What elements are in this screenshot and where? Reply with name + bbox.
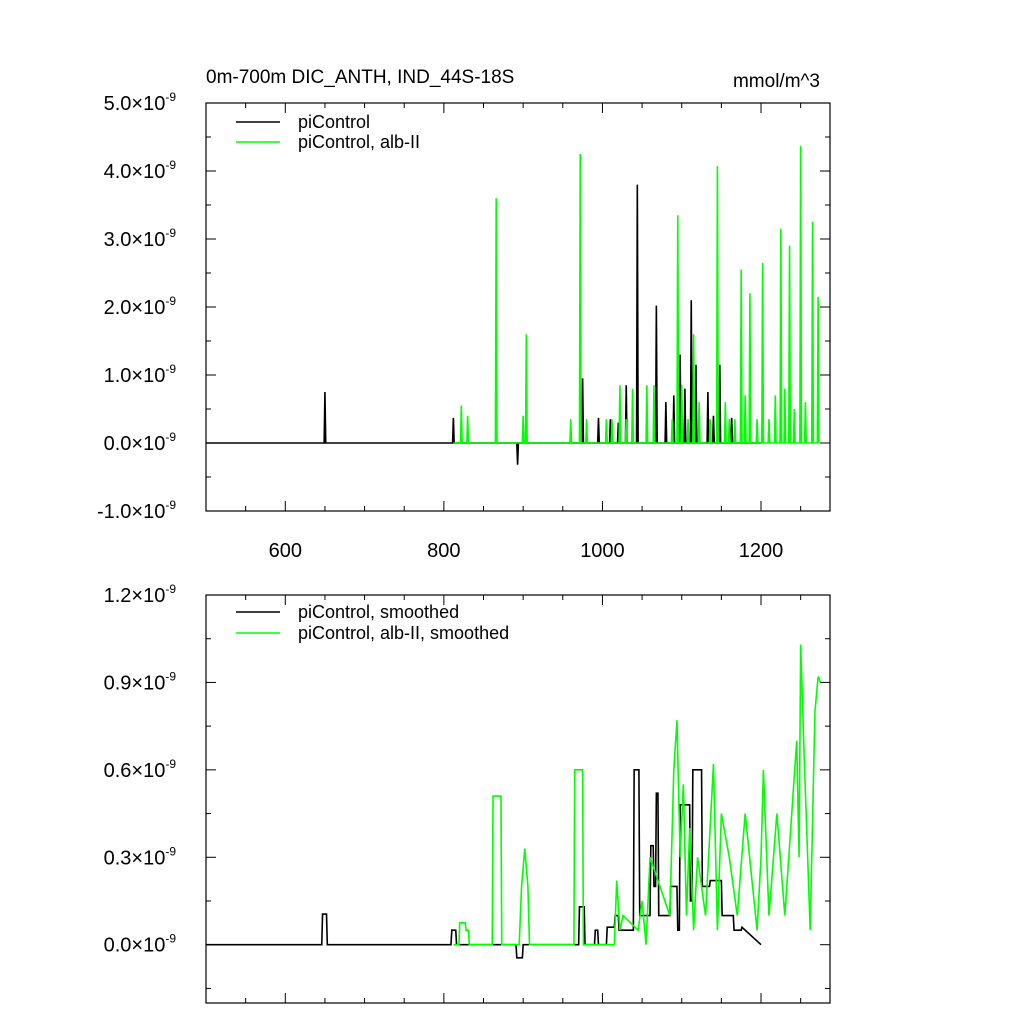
y-tick-label: 0.0×10-9 <box>104 430 177 455</box>
series-line <box>453 145 820 444</box>
y-tick-mantissa: 0.0×10 <box>104 935 166 957</box>
y-tick-exponent: -9 <box>165 582 176 596</box>
y-tick-exponent: -9 <box>165 757 176 771</box>
x-tick-label: 1200 <box>739 540 784 562</box>
y-tick-label: 5.0×10-9 <box>104 90 177 115</box>
legend-label: piControl, smoothed <box>298 602 459 622</box>
y-tick-mantissa: -1.0×10 <box>97 501 165 523</box>
y-tick-mantissa: 0.9×10 <box>104 672 166 694</box>
y-tick-label: 1.2×10-9 <box>104 582 177 607</box>
y-tick-mantissa: 5.0×10 <box>104 93 166 115</box>
x-tick-label: 1000 <box>580 540 625 562</box>
y-tick-label: 1.0×10-9 <box>104 362 177 387</box>
units-label: mmol/m^3 <box>733 71 820 92</box>
y-tick-label: 0.3×10-9 <box>104 844 177 869</box>
y-tick-label: 2.0×10-9 <box>104 294 177 319</box>
legend-label: piControl <box>298 112 370 132</box>
y-tick-label: 0.9×10-9 <box>104 669 177 694</box>
y-tick-exponent: -9 <box>165 158 176 172</box>
y-tick-mantissa: 3.0×10 <box>104 229 166 251</box>
y-tick-label: -1.0×10-9 <box>97 498 176 523</box>
y-tick-mantissa: 2.0×10 <box>104 297 166 319</box>
plot-frame <box>205 594 831 1004</box>
y-tick-exponent: -9 <box>165 90 176 104</box>
y-tick-mantissa: 1.0×10 <box>104 365 166 387</box>
y-tick-label: 0.6×10-9 <box>104 757 177 782</box>
y-tick-label: 0.0×10-9 <box>104 932 177 957</box>
chart-title: 0m-700m DIC_ANTH, IND_44S-18S <box>206 67 514 88</box>
y-tick-mantissa: 0.6×10 <box>104 760 166 782</box>
legend-label: piControl, alb-II <box>298 132 420 152</box>
y-tick-label: 4.0×10-9 <box>104 158 177 183</box>
x-tick-label: 600 <box>269 540 302 562</box>
y-tick-exponent: -9 <box>165 669 176 683</box>
y-tick-label: 3.0×10-9 <box>104 226 177 251</box>
y-tick-mantissa: 0.3×10 <box>104 847 166 869</box>
y-tick-exponent: -9 <box>165 430 176 444</box>
legend-label: piControl, alb-II, smoothed <box>298 623 509 643</box>
y-tick-exponent: -9 <box>165 498 176 512</box>
series-line <box>453 644 822 946</box>
y-tick-mantissa: 1.2×10 <box>104 585 166 607</box>
y-tick-exponent: -9 <box>165 932 176 946</box>
plot-frame <box>205 102 831 512</box>
y-tick-mantissa: 0.0×10 <box>104 433 166 455</box>
y-tick-exponent: -9 <box>165 226 176 240</box>
y-tick-exponent: -9 <box>165 844 176 858</box>
x-tick-label: 800 <box>427 540 460 562</box>
y-tick-exponent: -9 <box>165 362 176 376</box>
y-tick-exponent: -9 <box>165 294 176 308</box>
y-tick-mantissa: 4.0×10 <box>104 161 166 183</box>
series-line <box>206 769 762 959</box>
